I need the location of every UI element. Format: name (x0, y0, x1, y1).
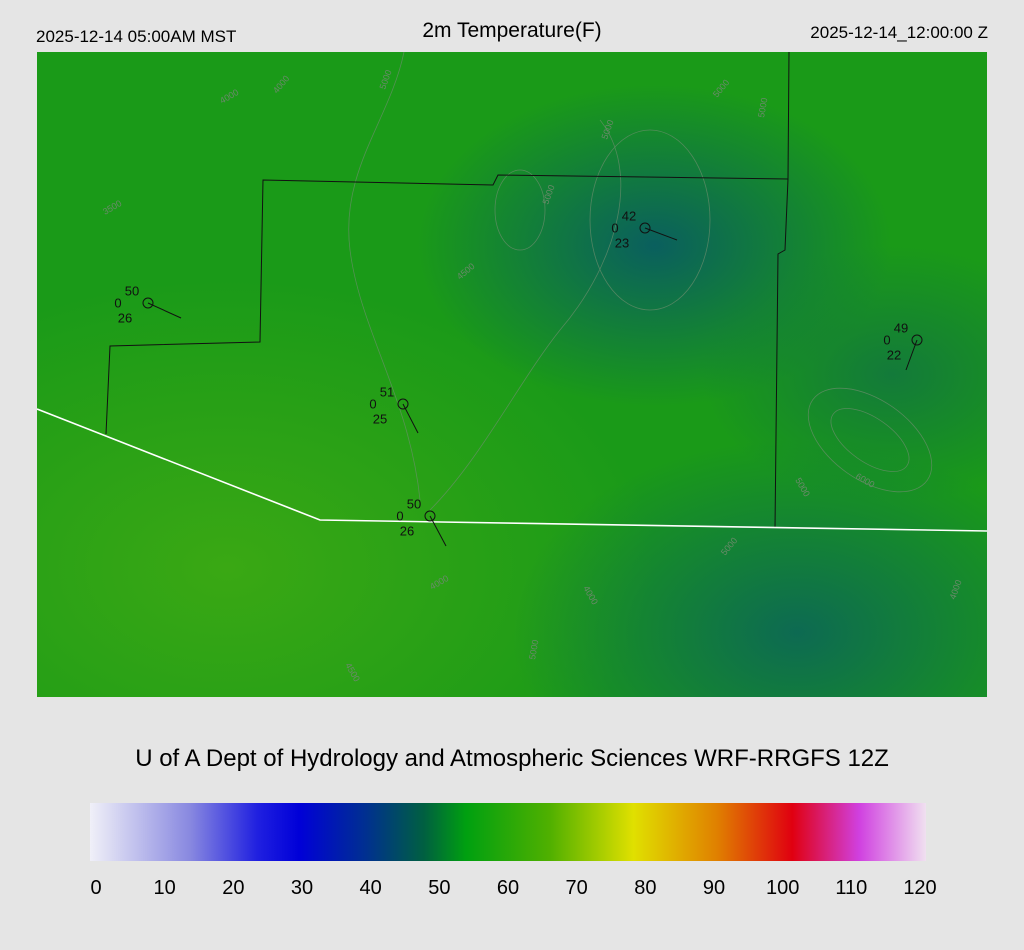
temperature: 49 (894, 320, 908, 335)
dewpoint: 26 (118, 310, 132, 325)
dewpoint: 22 (887, 347, 901, 362)
station-circle (397, 398, 409, 410)
wind-barb (644, 227, 678, 241)
utc-time: 2025-12-14_12:00:00 Z (810, 23, 988, 42)
colorbar-tick-label: 40 (360, 877, 382, 899)
station-circle (142, 297, 154, 309)
dewpoint: 25 (373, 411, 387, 426)
map: 5002651025500264202349022400040003500500… (37, 52, 987, 697)
colorbar-tick-label: 50 (428, 877, 450, 899)
colorbar-tick-label: 0 (90, 877, 101, 899)
title: 2m Temperature(F) (422, 19, 601, 42)
wind-speed: 0 (883, 332, 890, 347)
valid-time: 2025-12-14 05:00AM MST (36, 27, 236, 46)
colorbar-tick-label: 80 (634, 877, 656, 899)
colorbar-tick-label: 30 (291, 877, 313, 899)
temperature: 50 (407, 496, 421, 511)
station-circle (639, 222, 651, 234)
dewpoint: 26 (400, 523, 414, 538)
wind-speed: 0 (369, 396, 376, 411)
colorbar (90, 803, 926, 861)
contour-label: 5000 (756, 97, 769, 118)
colorbar-tick-label: 60 (497, 877, 519, 899)
boundary (105, 52, 790, 529)
contour-label: 5000 (527, 639, 540, 660)
credit: U of A Dept of Hydrology and Atmospheric… (135, 745, 889, 772)
wind-barb (429, 515, 447, 547)
wind-speed: 0 (396, 508, 403, 523)
wind-speed: 0 (114, 295, 121, 310)
colorbar-tick-label: 20 (222, 877, 244, 899)
dewpoint: 23 (615, 235, 629, 250)
temperature: 50 (125, 283, 139, 298)
colorbar-tick-label: 10 (154, 877, 176, 899)
colorbar-tick-label: 90 (703, 877, 725, 899)
colorbar-tick-label: 110 (835, 877, 867, 899)
colorbar-tick-label: 120 (903, 877, 936, 899)
border (37, 408, 987, 532)
station-circle (911, 334, 923, 346)
temperature: 51 (380, 384, 394, 399)
colorbar-tick-label: 100 (766, 877, 799, 899)
wind-barb (147, 302, 182, 319)
wind-speed: 0 (611, 220, 618, 235)
station-circle (424, 510, 436, 522)
colorbar-tick-label: 70 (566, 877, 588, 899)
temperature: 42 (622, 208, 636, 223)
